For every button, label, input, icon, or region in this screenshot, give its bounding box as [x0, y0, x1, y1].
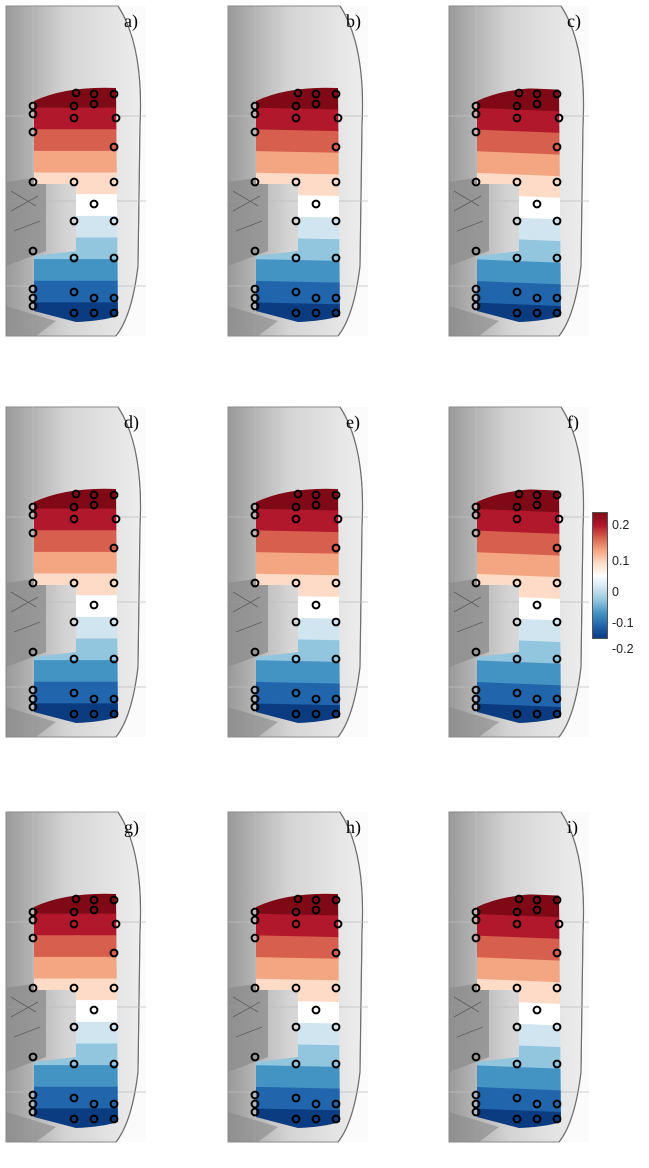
panel-f: f)	[448, 406, 589, 738]
panel-a-map	[5, 5, 146, 337]
panel-a: a)	[5, 5, 146, 337]
panel-f-label: f)	[567, 412, 579, 432]
panel-d-map	[5, 406, 146, 738]
panel-a-label: a)	[124, 11, 138, 31]
panel-g: g)	[5, 811, 146, 1143]
panel-d-label: d)	[124, 412, 139, 432]
panel-c-label: c)	[567, 11, 581, 31]
colorbar-tick-label: 0.2	[612, 518, 630, 532]
panel-i: i)	[448, 811, 589, 1143]
colorbar-tick-label: 0.1	[612, 554, 630, 568]
panel-g-map	[5, 811, 146, 1143]
panel-h-map	[227, 811, 368, 1143]
panel-d: d)	[5, 406, 146, 738]
panel-e-map	[227, 406, 368, 738]
panel-b-map	[227, 5, 368, 337]
panel-e: e)	[227, 406, 368, 738]
panel-i-map	[448, 811, 589, 1143]
colorbar-tick-label: 0	[612, 585, 619, 599]
panel-e-label: e)	[346, 412, 360, 432]
panel-b: b)	[227, 5, 368, 337]
panel-c: c)	[448, 5, 589, 337]
panel-c-map	[448, 5, 589, 337]
panel-b-label: b)	[346, 11, 361, 31]
panel-g-label: g)	[124, 817, 139, 837]
panel-h-label: h)	[346, 817, 361, 837]
panel-h: h)	[227, 811, 368, 1143]
colorbar-tick-label: -0.2	[612, 642, 634, 656]
colorbar-tick-label: -0.1	[612, 616, 634, 630]
colorbar	[592, 512, 608, 639]
panel-i-label: i)	[567, 817, 578, 837]
panel-f-map	[448, 406, 589, 738]
